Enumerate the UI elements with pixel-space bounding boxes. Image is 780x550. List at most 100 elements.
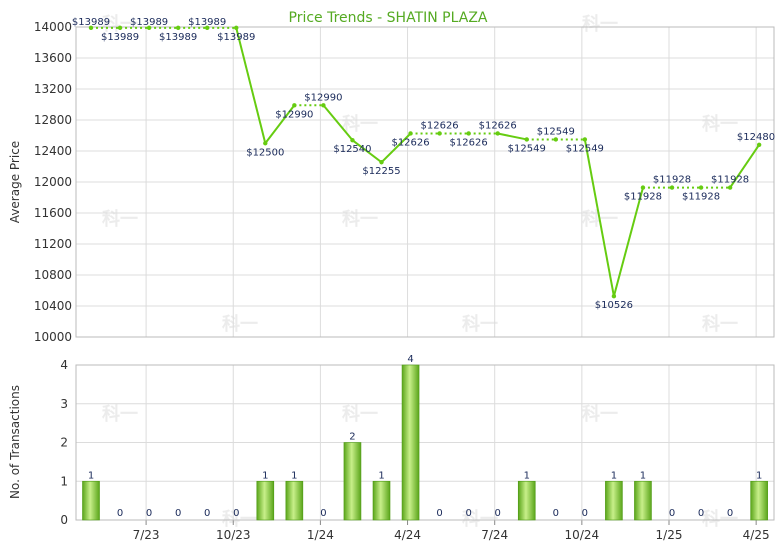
watermark: 科一	[702, 113, 738, 135]
top-y-tick-label: 14000	[34, 20, 72, 34]
bar-value-label: 4	[407, 354, 413, 365]
transaction-bar	[634, 480, 652, 521]
price-value-label: $12500	[246, 147, 284, 158]
price-point	[553, 137, 558, 142]
watermark: 科一	[102, 13, 138, 35]
watermark: 科一	[462, 508, 498, 530]
bottom-y-tick-label: 3	[60, 397, 68, 411]
bar-value-label: 0	[465, 508, 471, 519]
price-value-label: $12626	[479, 120, 517, 131]
price-value-label: $12626	[391, 137, 429, 148]
x-tick-label: 7/24	[481, 528, 508, 542]
top-y-tick-label: 12400	[34, 144, 72, 158]
price-line-segment	[322, 104, 354, 141]
price-value-label: $12255	[362, 166, 400, 177]
top-y-tick-label: 10000	[34, 330, 72, 344]
price-line-segment	[583, 139, 615, 297]
price-point	[175, 25, 181, 31]
bottom-y-tick-label: 0	[60, 513, 68, 527]
price-value-label: $13989	[188, 17, 226, 28]
price-value-label: $12549	[537, 126, 575, 137]
watermark: 科一	[342, 208, 378, 230]
price-value-label: $13989	[217, 32, 255, 43]
price-value-label: $12626	[421, 120, 459, 131]
price-value-label: $12990	[275, 109, 313, 120]
price-point	[88, 25, 94, 31]
bar-value-label: 0	[698, 508, 704, 519]
price-value-label: $12480	[737, 132, 775, 143]
transaction-bar	[401, 364, 420, 521]
bar-value-label: 0	[436, 508, 442, 519]
bar-value-label: 0	[669, 508, 675, 519]
bar-value-label: 0	[146, 508, 152, 519]
watermark: 科一	[582, 13, 618, 35]
bar-value-label: 2	[349, 432, 355, 443]
watermark: 科一	[702, 508, 738, 530]
watermark: 科一	[342, 113, 378, 135]
bar-value-label: 0	[727, 508, 733, 519]
price-line-segment	[729, 144, 760, 189]
price-point	[292, 103, 297, 108]
watermark: 科一	[222, 313, 258, 335]
watermark: 科一	[582, 403, 618, 425]
bar-value-label: 0	[175, 508, 181, 519]
price-line-segment	[497, 132, 527, 141]
price-point	[205, 25, 210, 31]
transaction-bar	[750, 480, 768, 521]
bar-value-label: 0	[320, 508, 326, 519]
price-value-label: $11928	[711, 175, 749, 186]
transaction-bar	[343, 442, 362, 521]
bottom-y-tick-label: 4	[60, 358, 68, 372]
x-tick-label: 7/23	[133, 528, 160, 542]
top-y-tick-label: 10800	[34, 268, 72, 282]
bar-value-label: 1	[611, 470, 617, 481]
x-tick-label: 10/24	[565, 528, 600, 542]
price-point	[321, 103, 326, 108]
price-line-segment	[235, 27, 267, 144]
price-value-label: $13989	[101, 32, 139, 43]
price-point	[146, 25, 152, 31]
bar-value-label: 0	[495, 508, 501, 519]
price-value-label: $11928	[653, 175, 691, 186]
top-y-tick-label: 13600	[34, 51, 72, 65]
bottom-y-tick-label: 2	[60, 436, 68, 450]
transaction-bar	[285, 480, 304, 521]
price-point	[640, 185, 646, 190]
price-point	[379, 160, 384, 165]
bar-value-label: 1	[88, 470, 94, 481]
top-y-tick-label: 13200	[34, 82, 72, 96]
price-value-label: $12990	[304, 92, 342, 103]
price-point	[611, 294, 617, 299]
bar-value-label: 1	[640, 470, 646, 481]
top-y-axis-label: Average Price	[8, 141, 22, 223]
x-tick-label: 10/23	[216, 528, 251, 542]
price-value-label: $12549	[508, 143, 546, 154]
x-tick-label: 1/24	[307, 528, 334, 542]
watermark: 科一	[222, 508, 258, 530]
price-point	[466, 131, 471, 136]
price-point	[495, 131, 500, 136]
bar-value-label: 0	[582, 508, 588, 519]
price-point	[524, 137, 529, 142]
price-line-segment	[264, 104, 296, 144]
transaction-bar	[605, 480, 623, 521]
bottom-plot-frame	[75, 364, 775, 521]
watermark: 科一	[462, 313, 498, 335]
bar-value-label: 0	[117, 508, 123, 519]
bar-value-label: 1	[378, 470, 384, 481]
price-point	[263, 141, 268, 146]
bottom-y-axis-label: No. of Transactions	[8, 385, 22, 499]
top-y-tick-label: 10400	[34, 299, 72, 313]
bar-value-label: 1	[291, 470, 297, 481]
price-value-label: $13989	[72, 17, 110, 28]
watermark: 科一	[102, 403, 138, 425]
price-point	[437, 131, 442, 136]
watermark: 科一	[102, 208, 138, 230]
top-y-tick-label: 11600	[34, 206, 72, 220]
price-value-label: $11928	[682, 192, 720, 203]
price-point	[117, 25, 123, 31]
transaction-bar	[256, 480, 275, 521]
price-point	[727, 185, 733, 190]
price-point	[408, 131, 413, 136]
